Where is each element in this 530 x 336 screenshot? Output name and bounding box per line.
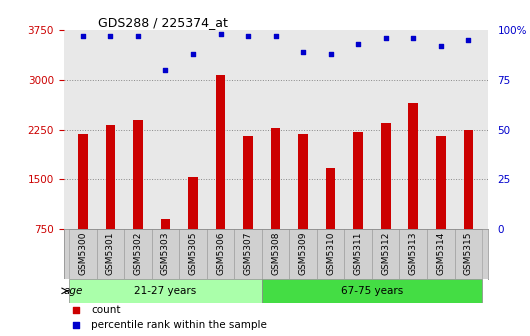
Text: GSM5314: GSM5314 [436,232,445,275]
Bar [354,132,363,279]
Bar [133,120,143,279]
Text: GSM5307: GSM5307 [244,232,253,275]
Bar [78,134,87,279]
Text: GSM5302: GSM5302 [134,232,143,275]
Bar [96,229,124,279]
Bar [207,229,234,279]
Bar [188,177,198,279]
Bar [427,229,455,279]
Point [72,323,81,328]
Point [326,51,335,57]
Bar [372,229,400,279]
Point [382,36,390,41]
Text: GDS288 / 225374_at: GDS288 / 225374_at [98,16,227,29]
Point [106,34,114,39]
Text: GSM5308: GSM5308 [271,232,280,275]
Text: GSM5303: GSM5303 [161,232,170,275]
Bar [243,136,253,279]
Bar [216,75,225,279]
Bar [271,128,280,279]
Text: age: age [64,286,83,296]
Bar [105,125,115,279]
Bar [262,279,482,303]
Text: GSM5301: GSM5301 [106,232,115,275]
Point [78,34,87,39]
Bar [152,229,179,279]
Point [244,34,252,39]
Point [72,307,81,313]
Bar [179,229,207,279]
Bar [289,229,317,279]
Text: GSM5306: GSM5306 [216,232,225,275]
Bar [436,136,446,279]
Text: count: count [91,305,121,315]
Point [437,43,445,49]
Text: GSM5309: GSM5309 [298,232,307,275]
Text: GSM5311: GSM5311 [354,232,363,275]
Text: percentile rank within the sample: percentile rank within the sample [91,320,267,330]
Point [354,41,363,47]
Bar [326,168,335,279]
Text: GSM5313: GSM5313 [409,232,418,275]
Bar [124,229,152,279]
Point [271,34,280,39]
Bar [464,130,473,279]
Bar [69,279,262,303]
Point [134,34,142,39]
Point [189,51,197,57]
Bar [161,219,170,279]
Text: 67-75 years: 67-75 years [341,286,403,296]
Bar [317,229,344,279]
Text: GSM5305: GSM5305 [189,232,198,275]
Text: GSM5310: GSM5310 [326,232,335,275]
Point [299,49,307,55]
Bar [400,229,427,279]
Point [161,67,170,73]
Text: 21-27 years: 21-27 years [134,286,197,296]
Point [216,32,225,37]
Point [409,36,418,41]
Text: GSM5315: GSM5315 [464,232,473,275]
Bar [69,229,96,279]
Bar [381,123,391,279]
Bar [234,229,262,279]
Bar [298,134,308,279]
Text: GSM5312: GSM5312 [381,232,390,275]
Text: GSM5300: GSM5300 [78,232,87,275]
Bar [344,229,372,279]
Bar [455,229,482,279]
Bar [409,103,418,279]
Point [464,38,473,43]
Bar [262,229,289,279]
